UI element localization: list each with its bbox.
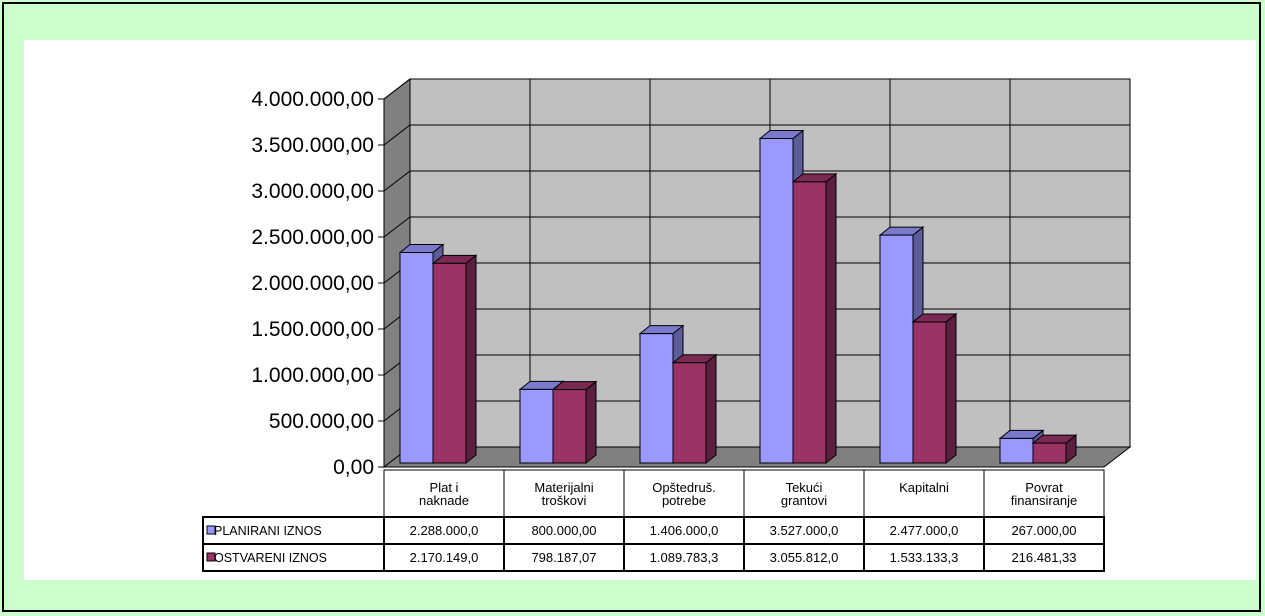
bar [792, 181, 827, 464]
table-value: 3.055.812,0 [770, 550, 839, 565]
category-label: Plat i [430, 480, 459, 495]
category-label: Materijalni [534, 480, 593, 495]
bar-side [945, 312, 957, 465]
category-label: Tekući [786, 480, 823, 495]
category-label: Opštedruš. [652, 480, 716, 495]
bar [399, 252, 434, 464]
bar [1032, 442, 1067, 464]
bar-chart: 0,00 500.000,00 1.000.000,00 1.500.000,00 2.… [202, 77, 1132, 572]
bar [519, 388, 554, 464]
category-label: naknade [419, 493, 469, 508]
category-label: potrebe [662, 493, 706, 508]
gridline-side [383, 216, 411, 238]
table-row [202, 543, 1105, 572]
category-label: grantovi [781, 493, 827, 508]
y-tick-label: 3.500.000,00 [251, 134, 374, 157]
y-tick-label: 3.000.000,00 [251, 180, 374, 203]
table-value: 1.533.133,3 [890, 550, 959, 565]
table-value: 216.481,33 [1011, 550, 1076, 565]
bar-side [825, 172, 837, 465]
legend-label: OSTVARENI IZNOS [214, 551, 327, 565]
table-value: 1.089.783,3 [650, 550, 719, 565]
table-value: 1.406.000,0 [650, 523, 719, 538]
y-tick-label: 2.000.000,00 [251, 272, 374, 295]
gridline-side [383, 170, 411, 192]
gridline-side [383, 78, 411, 100]
gridline-side [383, 124, 411, 146]
legend-label: PLANIRANI IZNOS [214, 524, 322, 538]
category-label: finansiranje [1011, 493, 1078, 508]
table-value: 2.477.000,0 [890, 523, 959, 538]
table-value: 2.288.000,0 [410, 523, 479, 538]
y-tick-label: 4.000.000,00 [251, 88, 374, 111]
bar-side [705, 353, 717, 465]
bar [999, 437, 1034, 464]
bar [879, 234, 914, 464]
bar [639, 333, 674, 464]
legend-key [206, 552, 216, 562]
bar-side [585, 380, 597, 465]
table-value: 798.187,07 [531, 550, 596, 565]
bar [912, 321, 947, 464]
table-value: 2.170.149,0 [410, 550, 479, 565]
bar [432, 262, 467, 464]
table-value: 3.527.000,0 [770, 523, 839, 538]
bar [759, 138, 794, 464]
bar [552, 389, 587, 464]
category-label: Povrat [1025, 480, 1063, 495]
y-tick-label: 1.500.000,00 [251, 318, 374, 341]
table-value: 267.000,00 [1011, 523, 1076, 538]
chart-area: 0,00 500.000,00 1.000.000,00 1.500.000,00 2.… [24, 40, 1256, 580]
y-tick-label: 1.000.000,00 [251, 364, 374, 387]
legend-key [206, 525, 216, 535]
y-tick-label: 500.000,00 [269, 410, 374, 433]
bar [672, 362, 707, 464]
category-label: troškovi [542, 493, 587, 508]
y-tick-label: 0,00 [333, 456, 374, 479]
table-value: 800.000,00 [531, 523, 596, 538]
y-tick-label: 2.500.000,00 [251, 226, 374, 249]
bar-side [465, 254, 477, 465]
category-label: Kapitalni [899, 480, 949, 495]
